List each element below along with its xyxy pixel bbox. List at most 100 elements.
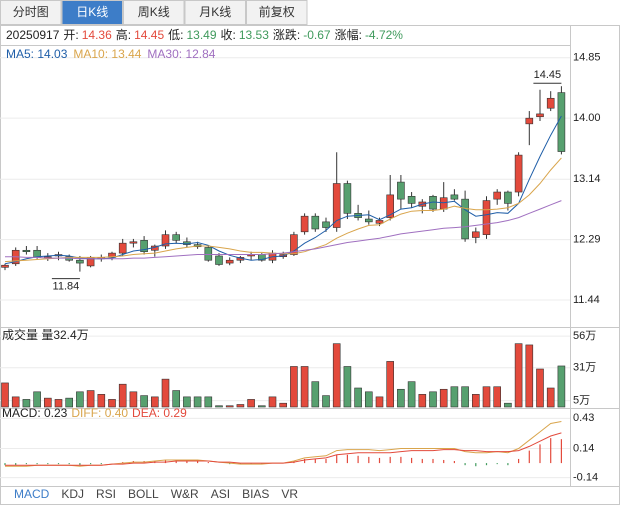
- info-label: 收:: [221, 28, 236, 42]
- volume-bar: [397, 388, 405, 408]
- legend-entry: DIFF: 0.40: [71, 406, 128, 420]
- candle-body: [386, 194, 395, 218]
- tab[interactable]: [0, 0, 62, 25]
- info-value: -4.72%: [365, 28, 403, 42]
- info-label: 涨跌:: [273, 27, 300, 42]
- y-tick-label: 31万: [573, 362, 596, 374]
- candle-body: [482, 200, 491, 235]
- indicator-tab[interactable]: KDJ: [61, 487, 84, 501]
- volume-bar: [386, 361, 395, 408]
- candle-body: [300, 215, 309, 233]
- indicator-tab[interactable]: MACD: [14, 487, 50, 501]
- volume-bar: [504, 402, 512, 408]
- volume-bar: [97, 394, 106, 408]
- volume-bar: [471, 394, 480, 408]
- y-tick-label: -0.14: [573, 472, 598, 484]
- candle-body: [557, 92, 566, 152]
- y-tick-label: 14.85: [573, 52, 601, 64]
- y-tick-label: 0.14: [573, 442, 594, 454]
- volume-bar: [332, 343, 341, 408]
- legend: MACD: 0.23 DIFF: 0.40 DEA: 0.29: [2, 406, 187, 420]
- tab-label[interactable]: 分时图: [13, 5, 49, 19]
- candle-body: [311, 215, 320, 230]
- indicator-tab[interactable]: BOLL: [128, 487, 159, 501]
- tab[interactable]: [246, 0, 308, 25]
- indicator-line: [4, 157, 562, 263]
- volume-bar: [1, 382, 9, 408]
- y-tick-label: 5万: [573, 395, 590, 407]
- annotation-label: 14.45: [534, 69, 562, 81]
- volume-bar: [43, 397, 52, 408]
- candle-body: [514, 154, 523, 193]
- volume-bar: [514, 343, 523, 408]
- volume-bar: [86, 390, 95, 408]
- volume-bar: [546, 387, 555, 408]
- indicator-line: [5, 200, 562, 260]
- info-label: 高:: [116, 27, 131, 42]
- candle-body: [471, 231, 480, 238]
- indicator-tab[interactable]: VR: [281, 487, 298, 501]
- volume-bar: [311, 381, 320, 408]
- indicator-tab[interactable]: ASI: [211, 487, 230, 501]
- candle-body: [322, 221, 330, 228]
- y-tick-label: 14.00: [573, 112, 601, 124]
- indicator-tab[interactable]: BIAS: [242, 487, 269, 501]
- candle-body: [225, 259, 234, 264]
- legend-entry: MA5: 14.03: [6, 47, 68, 61]
- volume-bar: [525, 344, 534, 408]
- indicator-tab[interactable]: W&R: [171, 487, 199, 501]
- volume-bar: [225, 405, 234, 408]
- volume-bar: [204, 396, 213, 408]
- volume-bar: [193, 396, 202, 408]
- candle-body: [525, 117, 534, 125]
- candle-body: [22, 249, 31, 253]
- candle-body: [450, 194, 459, 200]
- legend-entry: MACD: 0.23: [2, 406, 68, 420]
- legend-entry: MA10: 13.44: [73, 47, 141, 61]
- tab[interactable]: [123, 0, 185, 25]
- indicator-tab[interactable]: RSI: [96, 487, 116, 501]
- candle-body: [536, 113, 544, 118]
- candle-body: [215, 255, 223, 265]
- candle-body: [364, 218, 373, 223]
- info-value: 13.49: [186, 28, 216, 42]
- volume-bar: [407, 381, 416, 408]
- volume-bar: [429, 391, 437, 408]
- volume-bar: [257, 405, 266, 408]
- tab[interactable]: [184, 0, 246, 25]
- candle-body: [204, 247, 213, 261]
- tab-label[interactable]: 前复权: [259, 4, 295, 19]
- info-value: 14.36: [82, 28, 112, 42]
- y-tick-label: 12.29: [573, 234, 601, 246]
- candle-body: [332, 183, 341, 228]
- volume-bar: [33, 391, 41, 408]
- volume-bar: [129, 391, 138, 408]
- volume-bar: [461, 386, 469, 408]
- volume-bar: [11, 396, 20, 408]
- candle-body: [172, 234, 180, 241]
- volume-bar: [22, 399, 31, 408]
- info-line: 20250917 开: 14.36 高: 14.45 低: 13.49 收: 13.53 涨跌: -…: [6, 27, 403, 42]
- candle-body: [129, 241, 138, 244]
- y-tick-label: 0.43: [573, 412, 594, 424]
- candle-body: [407, 195, 416, 204]
- volume-bar: [161, 378, 170, 408]
- candle-body: [546, 97, 555, 109]
- candle-body: [461, 198, 469, 240]
- volume-bar: [268, 396, 277, 408]
- info-label: 涨幅:: [335, 27, 362, 42]
- volume-bar: [290, 366, 298, 408]
- tab-label[interactable]: 周K线: [138, 5, 170, 19]
- tab-label[interactable]: 月K线: [199, 5, 231, 19]
- volume-bar: [343, 366, 352, 408]
- volume-bar: [439, 388, 448, 408]
- candle-body: [343, 183, 352, 214]
- volume-bar: [300, 366, 309, 408]
- tab[interactable]: [61, 0, 123, 25]
- candle-body: [161, 234, 170, 247]
- candle-body: [493, 191, 502, 200]
- volume-bar: [151, 396, 159, 408]
- tab-label[interactable]: 日K线: [76, 5, 108, 19]
